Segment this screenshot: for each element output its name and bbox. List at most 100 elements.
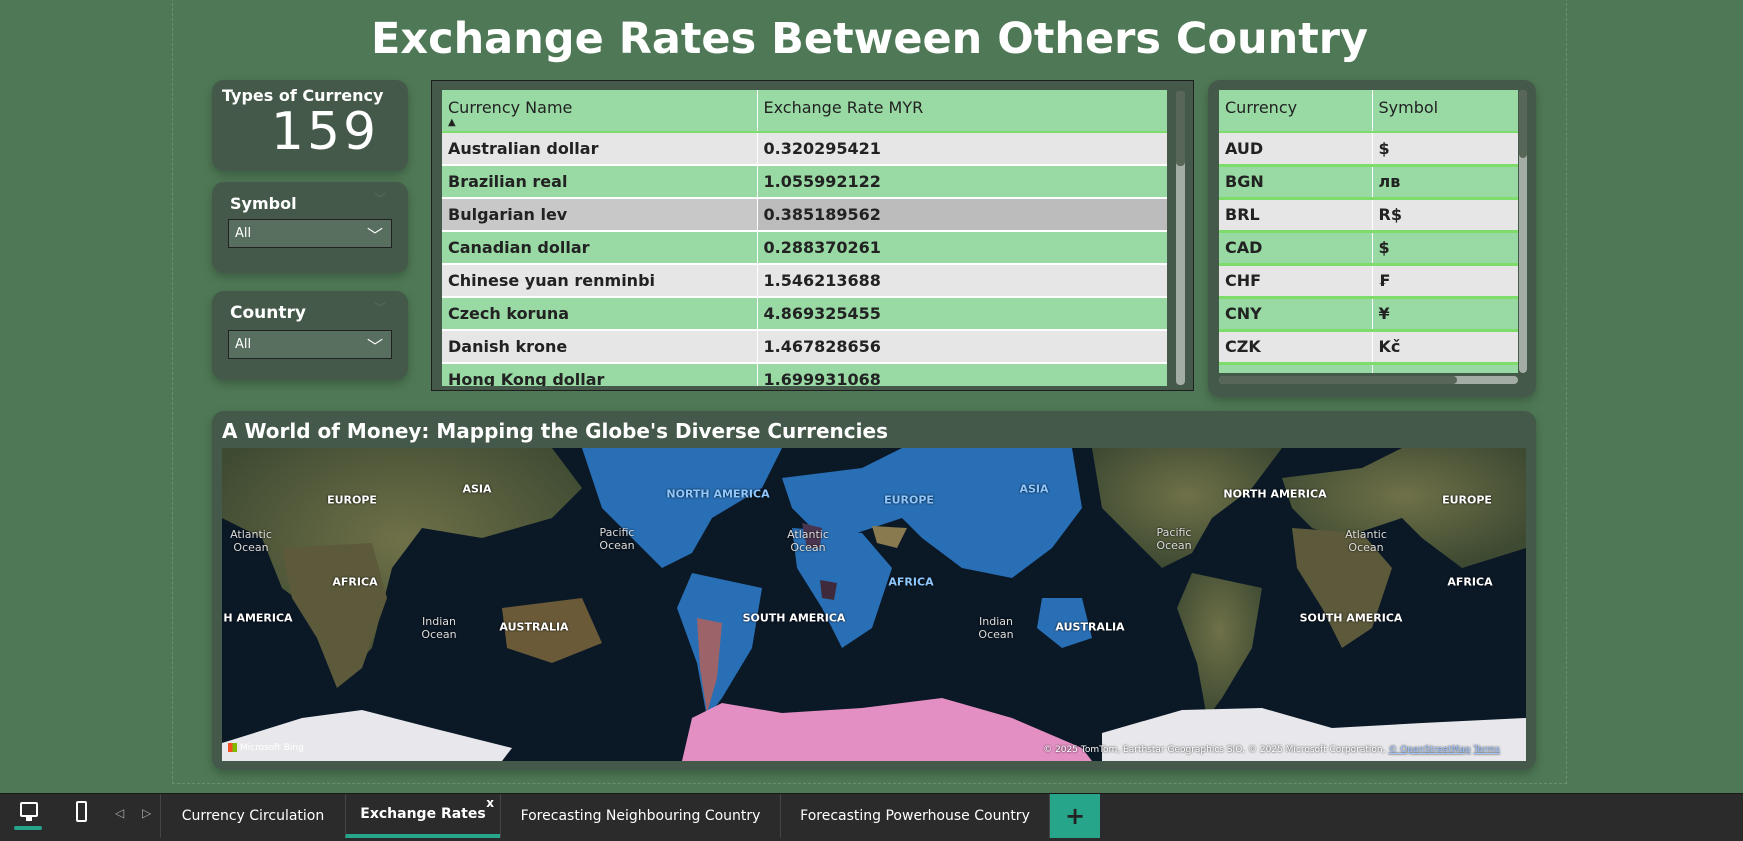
cell-name: Czech koruna xyxy=(442,297,757,331)
cell-name: CZK xyxy=(1219,330,1372,365)
chevron-down-icon[interactable]: ﹀ xyxy=(373,301,386,315)
column-header-symbol[interactable]: Symbol xyxy=(1371,90,1518,133)
chevron-down-icon[interactable]: ﹀ xyxy=(373,192,386,206)
map-label-asia: ASIA xyxy=(462,482,492,496)
scrollbar-thumb[interactable] xyxy=(1219,376,1457,384)
symbol-dropdown-value: All xyxy=(235,226,252,241)
scrollbar-thumb[interactable] xyxy=(1519,90,1527,158)
symbol-slicer: Symbol ﹀ All ﹀ xyxy=(212,182,408,273)
column-header-exchange-rate[interactable]: Exchange Rate MYR xyxy=(756,90,1167,133)
vertical-scrollbar[interactable] xyxy=(1176,91,1185,385)
cell-name: Australian dollar xyxy=(442,132,757,166)
kpi-value: 159 xyxy=(270,102,380,162)
table-row[interactable]: BRL R$ xyxy=(1219,198,1518,233)
cell-name: Chinese yuan renminbi xyxy=(442,264,757,298)
add-page-button[interactable]: + xyxy=(1050,794,1100,838)
cell-value: 1.699931068 xyxy=(756,363,1167,386)
kpi-label: Types of Currency xyxy=(222,86,384,105)
table-row[interactable]: Hong Kong dollar 1.699931068 xyxy=(442,363,1167,386)
map-label-north-america: NORTH AMERICA xyxy=(666,487,770,501)
table-row[interactable]: CHF ₣ xyxy=(1219,264,1518,299)
map-label-indian: Indian Ocean xyxy=(421,615,457,641)
horizontal-scrollbar[interactable] xyxy=(1219,376,1518,384)
tab-currency-circulation[interactable]: Currency Circulation xyxy=(160,794,345,838)
cell-value: 1.055992122 xyxy=(756,165,1167,199)
symbol-dropdown[interactable]: All ﹀ xyxy=(228,219,392,248)
table-row[interactable]: DKKkr xyxy=(1219,363,1518,373)
currency-map-card: A World of Money: Mapping the Globe's Di… xyxy=(212,411,1536,770)
cell-value: $ xyxy=(1371,132,1518,167)
map-label-europe: EUROPE xyxy=(1442,493,1492,507)
previous-page-icon[interactable]: ◁ xyxy=(115,806,125,820)
desktop-layout-icon[interactable] xyxy=(14,802,42,830)
table-row[interactable]: CNY ¥ xyxy=(1219,297,1518,332)
table-row[interactable]: Australian dollar 0.320295421 xyxy=(442,132,1167,166)
openstreetmap-link[interactable]: © OpenStreetMap xyxy=(1388,745,1471,755)
map-label-atlantic: Atlantic Ocean xyxy=(1345,528,1387,554)
cell-value: R$ xyxy=(1371,198,1518,233)
table-row[interactable]: Brazilian real 1.055992122 xyxy=(442,165,1167,199)
cell-name: Hong Kong dollar xyxy=(442,363,757,386)
table-row[interactable]: Danish krone 1.467828656 xyxy=(442,330,1167,364)
cell-name: DKK xyxy=(1219,363,1372,373)
cell-value: лв xyxy=(1371,165,1518,200)
country-slicer-title: Country xyxy=(230,303,306,323)
map-label-australia: AUSTRALIA xyxy=(499,620,569,634)
microsoft-logo-icon xyxy=(228,743,237,752)
scrollbar-thumb[interactable] xyxy=(1176,91,1185,166)
table-row[interactable]: Czech koruna 4.869325455 xyxy=(442,297,1167,331)
world-map[interactable]: EUROPE ASIA NORTH AMERICA EUROPE ASIA NO… xyxy=(222,448,1526,761)
cell-value: ₣ xyxy=(1371,264,1518,299)
cell-value: kr xyxy=(1371,363,1518,373)
table-row[interactable]: CZK Kč xyxy=(1219,330,1518,365)
vertical-scrollbar[interactable] xyxy=(1519,90,1527,373)
table-row[interactable]: CAD $ xyxy=(1219,231,1518,266)
map-label-africa: AFRICA xyxy=(1447,575,1493,589)
map-label-south-america: SOUTH AMERICA xyxy=(1299,611,1403,625)
table-row[interactable]: Bulgarian lev 0.385189562 xyxy=(442,198,1167,232)
table-row[interactable]: BGN лв xyxy=(1219,165,1518,200)
map-label-pacific: Pacific Ocean xyxy=(599,526,635,552)
map-title: A World of Money: Mapping the Globe's Di… xyxy=(222,419,888,443)
table-row[interactable]: AUD $ xyxy=(1219,132,1518,167)
cell-name: BRL xyxy=(1219,198,1372,233)
terms-link[interactable]: Terms xyxy=(1473,745,1500,755)
tab-forecasting-powerhouse[interactable]: Forecasting Powerhouse Country xyxy=(780,794,1050,838)
cell-value: Kč xyxy=(1371,330,1518,365)
country-dropdown-value: All xyxy=(235,337,252,352)
report-canvas xyxy=(172,0,1567,784)
header-label: Exchange Rate MYR xyxy=(763,98,924,117)
tab-exchange-rates[interactable]: Exchange Rates x xyxy=(345,794,500,838)
cell-name: CNY xyxy=(1219,297,1372,332)
currency-symbol-table: Currency Symbol AUD $ BGN лв BRL R$ CAD $ CHF ₣ CN… xyxy=(1219,90,1518,373)
country-dropdown[interactable]: All ﹀ xyxy=(228,330,392,359)
next-page-icon[interactable]: ▷ xyxy=(142,806,152,820)
column-header-currency-name[interactable]: Currency Name ▲ xyxy=(442,90,757,133)
close-tab-icon[interactable]: x xyxy=(486,796,494,810)
country-slicer: Country ﹀ All ﹀ xyxy=(212,291,408,380)
bing-label: Microsoft Bing xyxy=(239,743,304,753)
cell-name: Danish krone xyxy=(442,330,757,364)
table-row[interactable]: Chinese yuan renminbi 1.546213688 xyxy=(442,264,1167,298)
exchange-rate-table-card: Currency Name ▲ Exchange Rate MYR Austral… xyxy=(431,80,1194,391)
tab-forecasting-neighbouring[interactable]: Forecasting Neighbouring Country xyxy=(500,794,780,838)
map-label-south-america: SOUTH AMERICA xyxy=(742,611,846,625)
table-row[interactable]: Canadian dollar 0.288370261 xyxy=(442,231,1167,265)
map-label-atlantic: Atlantic Ocean xyxy=(787,528,829,554)
sort-ascending-icon: ▲ xyxy=(448,117,456,128)
map-label-australia: AUSTRALIA xyxy=(1055,620,1125,634)
types-of-currency-card: Types of Currency 159 xyxy=(212,80,408,171)
cell-name: CHF xyxy=(1219,264,1372,299)
map-label-europe: EUROPE xyxy=(327,493,377,507)
mobile-layout-icon[interactable] xyxy=(76,801,87,822)
cell-value: $ xyxy=(1371,231,1518,266)
map-label-pacific: Pacific Ocean xyxy=(1156,526,1192,552)
page-tab-bar: ◁ ▷ Currency Circulation Exchange Rates … xyxy=(0,793,1743,841)
map-label-africa: AFRICA xyxy=(332,575,378,589)
column-header-currency[interactable]: Currency xyxy=(1219,90,1372,133)
exchange-rate-table: Currency Name ▲ Exchange Rate MYR Austral… xyxy=(442,90,1167,386)
cell-name: Canadian dollar xyxy=(442,231,757,265)
map-label-europe: EUROPE xyxy=(884,493,934,507)
map-label-america-cut: H AMERICA xyxy=(223,611,293,625)
map-label-atlantic: Atlantic Ocean xyxy=(230,528,272,554)
